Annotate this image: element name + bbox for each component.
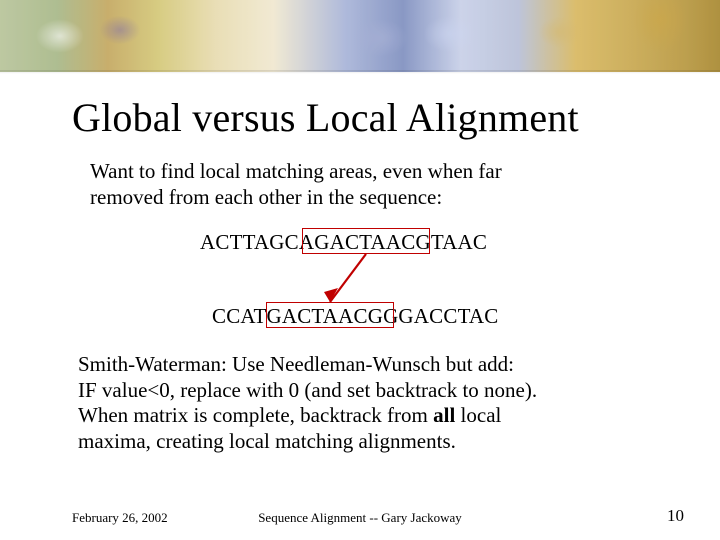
highlight-box-top	[302, 228, 430, 254]
explain-line-2: IF value<0, replace with 0 (and set back…	[78, 378, 537, 402]
sequence-block: ACTTAGCAGACTAACGTAAC CCATGACTAACGGGACCTA…	[72, 230, 660, 340]
explanation-text: Smith-Waterman: Use Needleman-Wunsch but…	[72, 352, 660, 454]
footer-page: 10	[667, 506, 684, 526]
footer-center: Sequence Alignment -- Gary Jackoway	[0, 510, 720, 526]
explain-line-4: maxima, creating local matching alignmen…	[78, 429, 456, 453]
explain-line-3-bold: all	[433, 403, 455, 427]
intro-line-1: Want to find local matching areas, even …	[90, 159, 502, 183]
explain-line-1: Smith-Waterman: Use Needleman-Wunsch but…	[78, 352, 514, 376]
slide-title: Global versus Local Alignment	[72, 94, 660, 141]
explain-line-3c: local	[455, 403, 501, 427]
highlight-box-bottom	[266, 302, 394, 328]
decorative-banner	[0, 0, 720, 72]
intro-text: Want to find local matching areas, even …	[72, 159, 660, 210]
intro-line-2: removed from each other in the sequence:	[90, 185, 442, 209]
explain-line-3a: When matrix is complete, backtrack from	[78, 403, 433, 427]
slide-body: Global versus Local Alignment Want to fi…	[0, 72, 720, 540]
